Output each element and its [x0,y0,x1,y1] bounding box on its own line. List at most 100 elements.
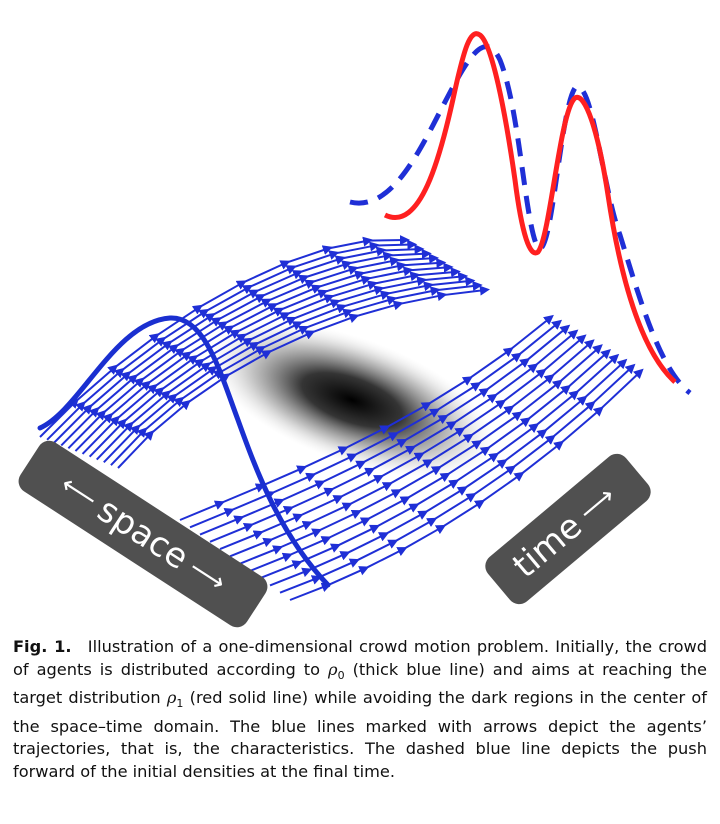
trajectory-segment [463,459,508,490]
trajectory-segment [517,319,563,357]
trajectory-segment [354,539,399,563]
trajectory-segment [186,373,231,404]
trajectory-segment [375,503,420,529]
trajectory-segment [316,270,366,289]
trajectory-segment [120,336,167,372]
caption-text-part-1: Illustration of a one-dimensional crowd … [13,637,707,679]
trajectory-segment [210,289,260,317]
trajectory-segment [110,427,148,466]
trajectory-segment [289,487,335,510]
trajectory-segment [435,382,482,412]
trajectory-segment [526,384,572,421]
trajectory-segment [385,281,434,295]
trajectory-segment [117,430,155,469]
trajectory-segment [379,276,428,290]
trajectory-segment [353,256,401,270]
trajectory-segment [395,253,440,264]
trajectory-segment [153,354,199,388]
trajectory-segment [249,552,293,572]
trajectory-segment [509,314,554,351]
trajectory-segment [435,281,483,292]
trajectory-segment [414,479,460,507]
trajectory-segment [143,396,185,432]
trajectory-segment [519,440,565,476]
trajectory-segment [480,471,525,504]
trajectory-segment [550,339,595,378]
trajectory-segment [279,480,326,503]
trajectory-segment [225,350,273,377]
trajectory-segment [129,390,171,426]
trajectory-segment [81,415,120,455]
trajectory-segment [187,325,235,356]
trajectory-segment [39,398,79,438]
trajectory-segment [115,383,158,420]
trajectory-segment [345,532,390,555]
trajectory-segment [437,440,483,470]
trajectories-lower-group [179,314,644,601]
trajectory-segment [258,513,304,535]
trajectory-segment [285,245,333,264]
trajectory-segment [428,276,476,287]
trajectory-segment [423,486,468,514]
caption-text-part-2: (thick blue line) and aims at reaching t… [13,659,707,708]
trajectory-segment [476,352,522,386]
trajectory-segment [534,390,580,427]
rho0-symbol: ρ [328,659,338,679]
trajectory-segment [361,439,408,464]
trajectory-segment [341,290,391,308]
trajectory-segment [509,374,555,410]
trajectory-segment [511,434,556,470]
trajectory-segment [364,547,408,570]
trajectory-segment [388,459,434,486]
trajectory-segment [289,582,332,601]
trajectory-segment [443,387,490,419]
trajectory-segment [405,472,451,500]
trajectory-segment [494,423,540,457]
trajectory-segment [223,298,272,325]
caption-text-part-3: (red solid line) while avoiding the dark… [13,688,707,781]
trajectory-segment [533,329,579,368]
trajectory-segment [173,365,218,398]
trajectory-segment [402,524,447,551]
trajectory-segment [541,334,587,373]
trajectory-segment [335,285,385,303]
trajectory-segment [343,425,391,450]
trajectory-segment [408,262,454,273]
trajectory-segment [254,321,303,346]
trajectory-segment [304,260,353,279]
trajectory-segment [551,400,596,439]
trajectory-segment [298,303,347,325]
trajectory-segment [360,261,407,275]
trajectory-segment [393,408,441,436]
trajectory-segment [88,418,127,458]
trajectory-segment [229,303,278,329]
trajectory-segment [366,266,414,280]
trajectory-segment [302,446,349,469]
trajectory-segment [452,393,498,425]
trajectory-segment [415,267,461,278]
trajectory-segment [199,515,245,536]
trajectory-segment [485,417,531,450]
trajectory-segment [212,341,260,370]
trajectory-segment [260,274,310,298]
figure-number: Fig. 1. [13,637,72,656]
trajectory-segment [285,294,335,316]
trajectory-segment [591,363,636,405]
trajectory-segment [168,313,216,345]
trajectory-segment [307,502,353,525]
trajectory-segment [248,316,297,342]
figure-canvas [37,31,692,601]
trajectory-segment [273,284,322,307]
trajectory-segment [445,446,491,477]
trajectory-segment [388,248,432,259]
trajectory-segment [242,260,291,284]
trajectory-segment [235,307,285,334]
pushforward-dashed-curve [349,44,692,395]
trajectory-segment [108,380,152,418]
trajectory-segment [96,421,134,461]
trajectory-segment [310,313,360,334]
trajectory-segment [381,244,425,255]
trajectory-segment [179,500,225,521]
trajectory-segment [419,427,466,456]
trajectory-segment [502,428,548,463]
